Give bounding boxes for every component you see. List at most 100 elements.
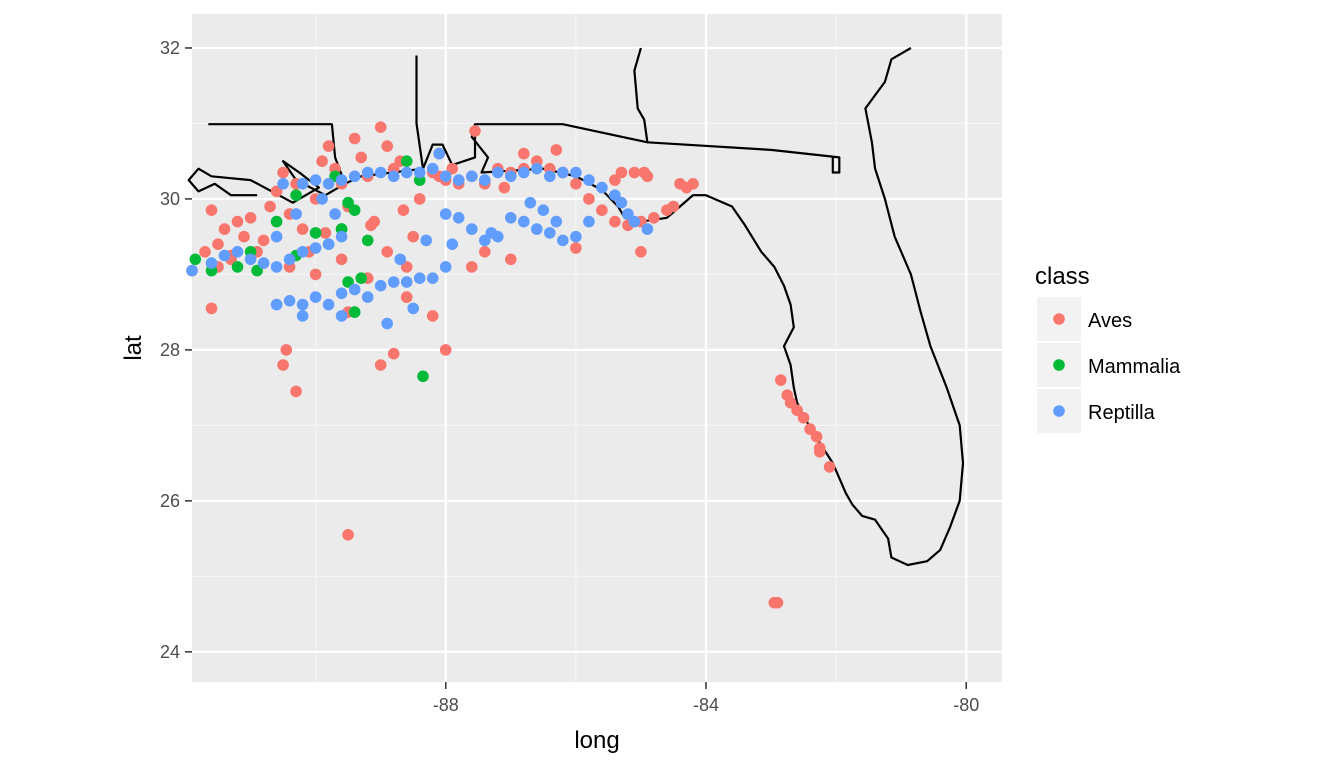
data-point <box>374 121 387 133</box>
data-point <box>231 261 244 273</box>
data-point <box>446 238 459 250</box>
data-point <box>557 234 569 247</box>
data-point <box>283 295 296 307</box>
data-point <box>270 185 283 198</box>
data-point <box>309 174 322 186</box>
data-point <box>309 291 322 303</box>
data-point <box>417 370 429 383</box>
legend-swatch <box>1053 405 1065 417</box>
data-point <box>583 193 595 205</box>
data-point <box>570 242 582 254</box>
data-point <box>531 223 543 235</box>
data-point <box>348 170 361 183</box>
data-point <box>257 234 270 247</box>
data-point <box>231 215 244 228</box>
data-point <box>205 257 218 269</box>
data-point <box>381 140 394 152</box>
data-point <box>667 200 680 213</box>
legend-label: Reptilla <box>1088 402 1156 424</box>
data-point <box>775 374 787 386</box>
data-point <box>518 166 530 179</box>
data-point <box>583 174 595 186</box>
data-point <box>309 227 322 239</box>
data-point <box>322 178 335 190</box>
data-point <box>544 227 556 239</box>
axes: -88 -84 -80 24 26 28 30 32 <box>160 38 979 715</box>
data-point <box>348 283 361 296</box>
data-point <box>469 125 481 137</box>
state-boundary <box>187 160 346 204</box>
data-points <box>186 121 836 609</box>
data-point <box>479 246 491 258</box>
data-point <box>570 178 582 190</box>
legend-label: Aves <box>1088 310 1132 332</box>
data-point <box>381 246 394 258</box>
data-point <box>365 219 377 232</box>
data-point <box>615 196 628 209</box>
data-point <box>277 166 289 179</box>
data-point <box>381 317 394 330</box>
data-point <box>394 253 407 266</box>
legend-label: Mammalia <box>1088 356 1181 378</box>
data-point <box>479 174 491 186</box>
data-point <box>296 223 309 235</box>
data-point <box>361 234 374 247</box>
data-point <box>322 298 335 311</box>
data-point <box>446 162 459 175</box>
grid-lines <box>192 14 1002 682</box>
data-point <box>615 166 628 179</box>
x-tick-label: -80 <box>953 695 979 715</box>
y-tick-label: 30 <box>160 189 180 209</box>
plot-panel <box>192 14 1002 682</box>
data-point <box>309 242 322 254</box>
data-point <box>505 253 517 266</box>
series-reptilla <box>186 147 654 330</box>
data-point <box>413 193 426 205</box>
state-boundary <box>415 55 425 169</box>
data-point <box>622 208 634 220</box>
data-point <box>335 287 348 300</box>
data-point <box>426 310 439 322</box>
data-point <box>609 215 621 228</box>
data-point <box>387 347 400 360</box>
data-point <box>420 234 433 247</box>
data-point <box>296 246 309 258</box>
data-point <box>319 227 332 239</box>
data-point <box>628 166 641 179</box>
data-point <box>283 253 296 266</box>
data-point <box>342 196 354 209</box>
data-point <box>524 196 537 209</box>
data-point <box>342 276 354 288</box>
data-point <box>557 166 569 179</box>
data-point <box>316 193 328 205</box>
data-point <box>609 174 621 186</box>
y-axis-title: lat <box>120 335 147 361</box>
data-point <box>316 155 328 167</box>
data-point <box>400 166 413 179</box>
data-point <box>452 174 465 186</box>
legend-title: class <box>1035 263 1090 290</box>
data-point <box>791 404 803 417</box>
data-point <box>280 344 293 356</box>
data-point <box>479 234 491 247</box>
data-point <box>641 170 654 183</box>
data-point <box>505 170 517 183</box>
data-point <box>342 529 354 541</box>
data-point <box>290 385 302 398</box>
data-point <box>583 215 595 228</box>
data-point <box>335 253 348 266</box>
data-point <box>264 200 276 213</box>
data-point <box>296 298 309 311</box>
data-point <box>550 215 563 228</box>
x-tick-label: -88 <box>433 695 459 715</box>
y-tick-label: 32 <box>160 38 180 58</box>
data-point <box>823 461 836 473</box>
data-point <box>270 261 283 273</box>
data-point <box>784 396 797 409</box>
data-point <box>544 170 556 183</box>
data-point <box>387 170 400 183</box>
data-point <box>277 359 289 371</box>
data-point <box>238 230 250 243</box>
data-point <box>426 162 439 175</box>
